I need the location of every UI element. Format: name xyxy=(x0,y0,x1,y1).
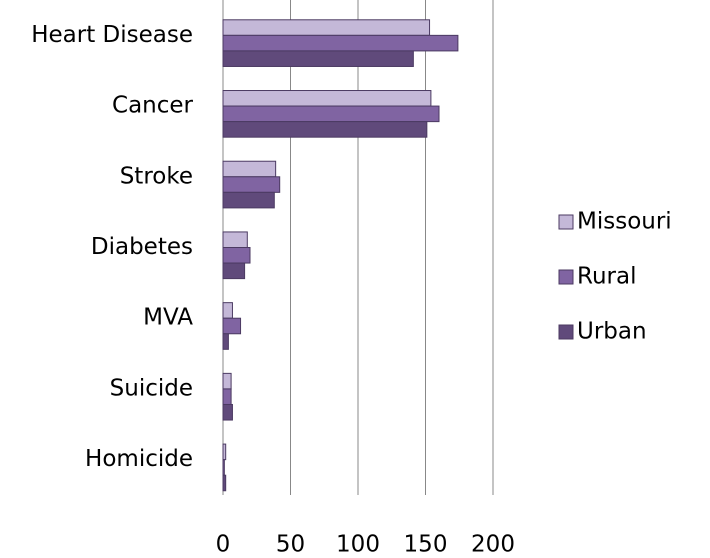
y-tick-label: Suicide xyxy=(110,375,193,401)
x-tick-label: 100 xyxy=(336,532,380,558)
bar xyxy=(222,34,459,52)
bar xyxy=(222,372,232,390)
x-tick-label: 50 xyxy=(276,532,305,558)
y-tick-label: Stroke xyxy=(120,163,193,189)
legend-label: Urban xyxy=(577,319,647,345)
legend-label: Missouri xyxy=(577,209,672,235)
x-tick-label: 200 xyxy=(471,532,515,558)
bar xyxy=(222,302,233,319)
bar xyxy=(222,19,431,36)
x-tick-label: 150 xyxy=(404,532,448,558)
bar xyxy=(222,388,232,405)
y-tick-label: Cancer xyxy=(112,93,194,119)
bar xyxy=(222,403,233,421)
bar xyxy=(222,176,281,193)
y-tick-label: MVA xyxy=(143,305,193,331)
legend-swatch xyxy=(558,214,574,230)
x-tick-label: 0 xyxy=(216,532,231,558)
bar xyxy=(222,105,440,123)
bar xyxy=(222,262,246,280)
legend-swatch xyxy=(558,324,574,340)
bar xyxy=(222,191,275,209)
bar xyxy=(222,121,428,138)
bar xyxy=(222,160,277,178)
bar xyxy=(222,333,229,350)
legend-swatch xyxy=(558,269,574,285)
y-tick-label: Diabetes xyxy=(91,234,193,260)
bar xyxy=(222,443,227,461)
legend-label: Rural xyxy=(577,264,636,290)
bar xyxy=(222,231,248,248)
bar xyxy=(222,50,414,67)
bar xyxy=(222,247,251,264)
y-tick-label: Heart Disease xyxy=(31,22,193,48)
bar xyxy=(222,90,432,107)
bar xyxy=(222,474,227,492)
bar xyxy=(222,317,242,335)
bar xyxy=(222,459,225,476)
y-tick-label: Homicide xyxy=(85,446,193,472)
